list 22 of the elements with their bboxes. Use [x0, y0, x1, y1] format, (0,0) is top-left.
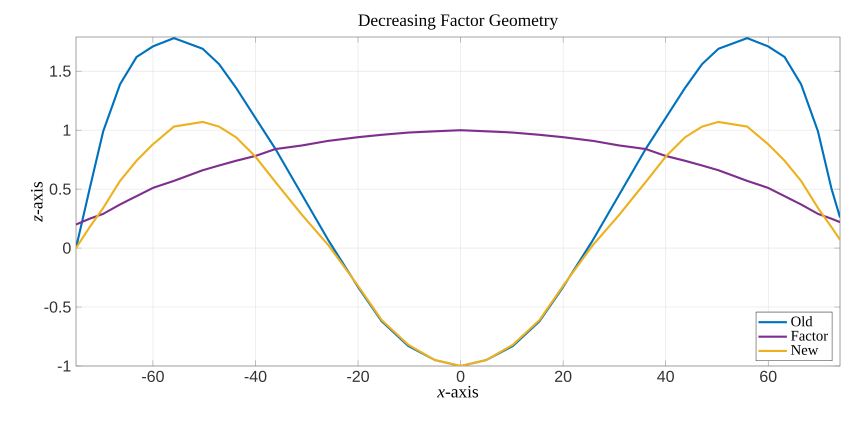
x-tick-label: 0 — [456, 370, 464, 382]
legend-label: Factor — [791, 330, 828, 341]
y-axis-title: z-axis — [30, 182, 43, 222]
y-tick-label: -1 — [58, 360, 71, 372]
y-tick-label: 0.5 — [50, 183, 71, 195]
line-series — [76, 37, 840, 366]
x-tick-label: 20 — [555, 370, 572, 382]
y-tick-label: 1 — [64, 124, 71, 136]
y-tick-label: -0.5 — [44, 301, 71, 313]
x-tick-label: -40 — [244, 370, 266, 382]
legend-label: Old — [791, 316, 812, 326]
legend-label: New — [791, 345, 818, 355]
x-tick-label: 60 — [760, 370, 776, 382]
y-tick-label: 1.5 — [50, 66, 71, 77]
x-tick-label: -60 — [142, 370, 164, 382]
y-tick-label: 0 — [63, 242, 71, 254]
line-series — [76, 129, 840, 226]
chart-title: Decreasing Factor Geometry — [358, 14, 558, 30]
x-tick-label: 40 — [657, 370, 674, 382]
x-axis-title: x-axis — [437, 386, 478, 398]
line-series — [76, 120, 840, 366]
x-tick-label: -20 — [347, 370, 369, 382]
